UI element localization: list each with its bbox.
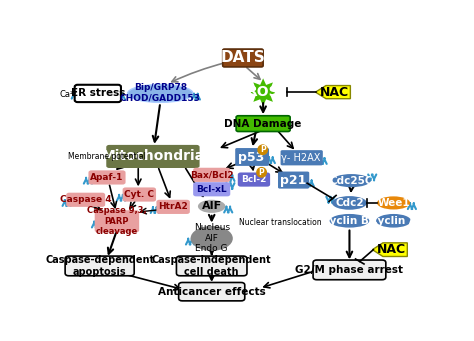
Text: G2/M phase arrest: G2/M phase arrest: [295, 265, 403, 275]
FancyBboxPatch shape: [156, 200, 190, 214]
FancyBboxPatch shape: [123, 188, 156, 202]
Text: Nuclear translocation: Nuclear translocation: [239, 218, 322, 227]
Text: Membrane potential: Membrane potential: [68, 152, 146, 161]
Text: Ca²⁺: Ca²⁺: [60, 90, 79, 99]
Text: P: P: [260, 145, 265, 154]
Text: ROS: ROS: [247, 85, 280, 99]
Text: NAC: NAC: [320, 86, 349, 99]
FancyBboxPatch shape: [106, 145, 200, 168]
FancyBboxPatch shape: [313, 260, 386, 280]
Text: NAC: NAC: [377, 243, 406, 256]
Text: Nucleus
AIF
Endo G: Nucleus AIF Endo G: [194, 223, 230, 253]
Ellipse shape: [198, 200, 226, 213]
Text: HtrA2: HtrA2: [158, 202, 188, 211]
Polygon shape: [373, 243, 407, 256]
Ellipse shape: [332, 174, 371, 187]
Text: Bax/Bcl2: Bax/Bcl2: [190, 170, 234, 179]
Text: Caspase-independent
cell death: Caspase-independent cell death: [152, 255, 272, 277]
Text: P: P: [259, 168, 264, 177]
Text: Bip/GRP78
CHOD/GADD153: Bip/GRP78 CHOD/GADD153: [120, 83, 201, 103]
Ellipse shape: [376, 214, 411, 227]
FancyBboxPatch shape: [179, 282, 245, 301]
Text: Caspase 4: Caspase 4: [60, 195, 111, 204]
Text: DNA Damage: DNA Damage: [225, 119, 302, 129]
FancyBboxPatch shape: [278, 172, 309, 189]
Text: p53: p53: [238, 151, 264, 164]
FancyBboxPatch shape: [89, 170, 126, 184]
FancyBboxPatch shape: [75, 85, 121, 102]
Ellipse shape: [191, 226, 233, 251]
Text: AIF: AIF: [201, 201, 222, 211]
Text: Wee1: Wee1: [377, 198, 410, 208]
Ellipse shape: [377, 196, 410, 209]
Text: Anticancer effects: Anticancer effects: [158, 287, 265, 297]
Ellipse shape: [332, 196, 367, 210]
FancyBboxPatch shape: [281, 150, 323, 165]
Text: Caspase 9,3,
PARP
cleavage: Caspase 9,3, PARP cleavage: [87, 206, 147, 236]
Polygon shape: [247, 76, 280, 108]
Text: p21: p21: [281, 174, 307, 187]
FancyBboxPatch shape: [176, 256, 247, 276]
Ellipse shape: [128, 85, 193, 102]
Text: Cdc25C: Cdc25C: [329, 176, 373, 186]
Text: Cyclin B1: Cyclin B1: [322, 216, 376, 226]
FancyBboxPatch shape: [66, 193, 105, 207]
Text: Mitochondria: Mitochondria: [101, 149, 204, 163]
FancyBboxPatch shape: [95, 210, 139, 232]
Text: Apaf-1: Apaf-1: [91, 173, 124, 182]
Text: DATS: DATS: [220, 50, 265, 65]
FancyBboxPatch shape: [193, 182, 230, 196]
FancyBboxPatch shape: [235, 148, 269, 166]
Text: Cyclin A: Cyclin A: [370, 216, 417, 226]
Text: ER stress: ER stress: [71, 88, 125, 99]
Text: γ- H2AX: γ- H2AX: [281, 153, 320, 163]
FancyBboxPatch shape: [65, 256, 134, 276]
FancyBboxPatch shape: [236, 116, 290, 132]
Text: Bcl-xL: Bcl-xL: [196, 185, 227, 194]
Text: Caspase-dependent
apoptosis: Caspase-dependent apoptosis: [45, 255, 154, 277]
Text: Bcl-2: Bcl-2: [241, 175, 267, 184]
FancyBboxPatch shape: [193, 168, 230, 182]
Text: Cyt. C: Cyt. C: [124, 190, 155, 199]
FancyBboxPatch shape: [223, 49, 263, 67]
Text: Cdc2: Cdc2: [335, 198, 364, 208]
Polygon shape: [316, 86, 350, 99]
FancyBboxPatch shape: [238, 173, 270, 187]
Ellipse shape: [329, 214, 369, 227]
